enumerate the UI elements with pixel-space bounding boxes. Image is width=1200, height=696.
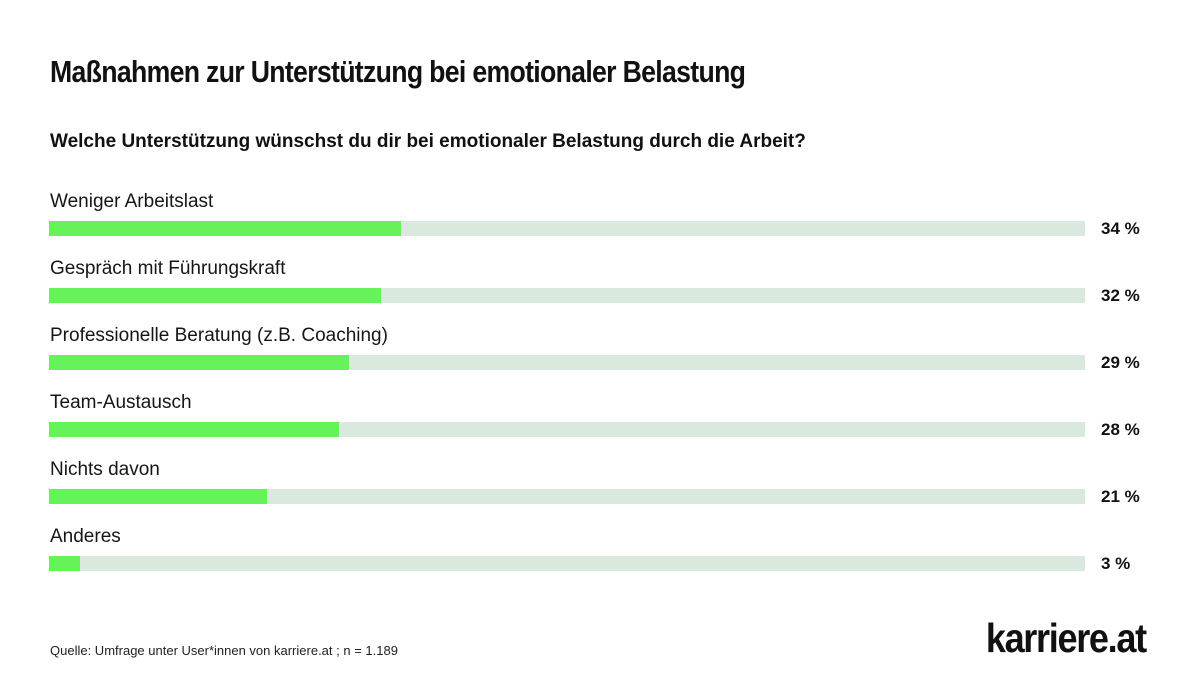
chart-title: Maßnahmen zur Unterstützung bei emotiona…	[50, 54, 746, 89]
bar-row: Team-Austausch 28 %	[0, 392, 1200, 452]
category-label: Professionelle Beratung (z.B. Coaching)	[50, 325, 388, 346]
value-label: 21 %	[1101, 487, 1140, 506]
category-label: Weniger Arbeitslast	[50, 191, 214, 212]
category-label: Anderes	[50, 526, 121, 547]
value-label: 32 %	[1101, 286, 1140, 305]
bar-row: Professionelle Beratung (z.B. Coaching) 2…	[0, 325, 1200, 385]
bar	[49, 556, 80, 571]
bar-track	[49, 221, 1085, 236]
source-note: Quelle: Umfrage unter User*innen von kar…	[50, 643, 398, 658]
bar-track	[49, 355, 1085, 370]
value-label: 34 %	[1101, 219, 1140, 238]
value-label: 3 %	[1101, 554, 1131, 573]
category-label: Gespräch mit Führungskraft	[50, 258, 286, 279]
bar	[49, 221, 401, 236]
bar-track	[49, 489, 1085, 504]
bar	[49, 355, 349, 370]
bar-row: Gespräch mit Führungskraft 32 %	[0, 258, 1200, 318]
value-label: 29 %	[1101, 353, 1140, 372]
category-label: Nichts davon	[50, 459, 160, 480]
bar-track	[49, 422, 1085, 437]
value-label: 28 %	[1101, 420, 1140, 439]
bar	[49, 288, 381, 303]
bar-row: Nichts davon 21 %	[0, 459, 1200, 519]
bar-track	[49, 288, 1085, 303]
brand-logo: karriere.at	[985, 615, 1147, 661]
bar	[49, 422, 339, 437]
category-label: Team-Austausch	[50, 392, 192, 413]
bar	[49, 489, 267, 504]
bar-row: Weniger Arbeitslast 34 %	[0, 191, 1200, 251]
bar-track	[49, 556, 1085, 571]
chart-subtitle: Welche Unterstützung wünschst du dir bei…	[50, 131, 806, 152]
bar-row: Anderes 3 %	[0, 526, 1200, 586]
